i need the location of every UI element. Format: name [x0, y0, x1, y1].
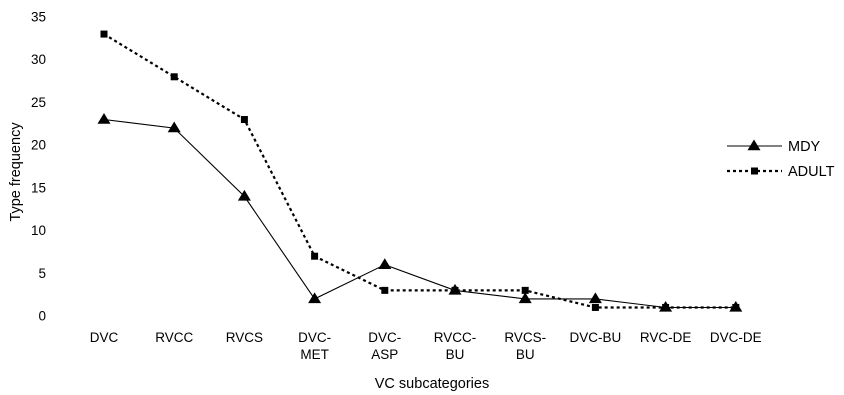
- data-point: [518, 292, 532, 304]
- x-tick-label: DVC: [90, 330, 119, 345]
- series-line: [103, 118, 736, 309]
- data-point: [378, 258, 392, 269]
- x-tick-label: DVC-DE: [710, 330, 762, 345]
- data-point: [167, 121, 181, 133]
- data-point: [237, 189, 251, 201]
- data-point: [591, 303, 599, 311]
- legend: MDY ADULT: [727, 139, 835, 180]
- x-tick-label: MET: [300, 347, 329, 362]
- series-layer: [97, 30, 743, 312]
- data-point: [732, 303, 740, 311]
- data-point: [521, 286, 529, 294]
- data-point: [240, 116, 248, 124]
- data-point: [451, 286, 459, 294]
- y-tick-label: 5: [38, 266, 46, 281]
- x-tick-label: RVC-DE: [640, 330, 692, 345]
- data-point: [381, 286, 389, 294]
- x-tick-label: RVCS-: [504, 330, 546, 345]
- y-tick-label: 10: [31, 223, 46, 238]
- x-tick-label: RVCC-: [434, 330, 477, 345]
- x-tick-label: DVC-BU: [570, 330, 622, 345]
- x-tick-label: DVC-: [368, 330, 401, 345]
- data-point: [308, 292, 322, 304]
- legend-item-mdy: MDY: [727, 139, 821, 155]
- legend-label: ADULT: [788, 164, 835, 180]
- x-tick-label: DVC-: [298, 330, 331, 345]
- y-tick-label: 30: [31, 52, 46, 67]
- data-point: [311, 252, 319, 260]
- y-axis-title: Type frequency: [8, 122, 24, 222]
- y-tick-label: 0: [38, 309, 46, 324]
- x-tick-label: BU: [516, 347, 535, 362]
- data-point: [662, 303, 670, 311]
- y-tick-label: 20: [31, 138, 46, 153]
- x-tick-label: BU: [446, 347, 465, 362]
- x-axis-title: VC subcategories: [375, 376, 489, 392]
- x-tick-labels: DVC RVCC RVCS DVC- MET DVC- ASP RVCC- BU RVCS- BU D…: [90, 330, 762, 362]
- x-tick-label: ASP: [371, 347, 398, 362]
- x-tick-label: RVCC: [155, 330, 193, 345]
- y-tick-label: 15: [31, 180, 46, 195]
- data-point: [588, 292, 602, 304]
- series-line: [103, 33, 736, 309]
- data-point: [100, 30, 108, 38]
- legend-marker: [751, 167, 758, 175]
- series-adult: [100, 30, 740, 311]
- x-tick-label: RVCS: [226, 330, 263, 345]
- data-point: [170, 73, 178, 81]
- series-mdy: [97, 113, 743, 312]
- y-tick-label: 25: [31, 95, 46, 110]
- data-point: [97, 113, 111, 124]
- y-tick-label: 35: [31, 10, 46, 25]
- legend-label: MDY: [788, 139, 821, 155]
- y-tick-labels: 0 5 10 15 20 25 30 35: [31, 10, 46, 324]
- legend-marker: [747, 139, 761, 151]
- legend-item-adult: ADULT: [727, 164, 835, 180]
